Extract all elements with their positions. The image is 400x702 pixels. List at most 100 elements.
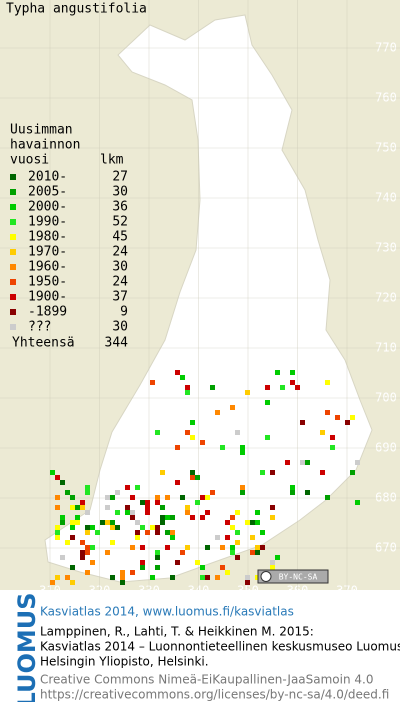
easting-label: 330 <box>138 584 160 598</box>
occurrence <box>80 540 85 545</box>
legend-header: Uusimman <box>10 123 73 138</box>
legend-label: 2000- <box>28 200 67 215</box>
occurrence <box>175 445 180 450</box>
occurrence <box>135 485 140 490</box>
occurrence <box>200 515 205 520</box>
occurrence <box>215 535 220 540</box>
occurrence <box>185 385 190 390</box>
occurrence <box>110 540 115 545</box>
grid: 770 760 750 740 730 720 710 700 690 680 670 310 320 3… <box>39 41 397 598</box>
occurrence <box>150 525 155 530</box>
occurrence <box>255 550 260 555</box>
occurrence <box>130 495 135 500</box>
occurrence <box>125 505 130 510</box>
legend-label: 1960- <box>28 260 67 275</box>
occurrence <box>185 390 190 395</box>
northing-label: 770 <box>375 41 397 55</box>
occurrence <box>260 545 265 550</box>
legend-swatch <box>10 279 16 285</box>
legend-swatch <box>10 294 16 300</box>
occurrence <box>335 415 340 420</box>
occurrence <box>130 570 135 575</box>
legend-count: 37 <box>112 290 128 305</box>
legend-count: 27 <box>112 170 128 185</box>
legend-swatch <box>10 234 16 240</box>
occurrence <box>175 480 180 485</box>
legend-label: 1990- <box>28 215 67 230</box>
occurrence <box>210 385 215 390</box>
license: Creative Commons Nimeä-EiKaupallinen-Jaa… <box>40 673 374 687</box>
legend-swatch <box>10 249 16 255</box>
link[interactable]: Kasviatlas 2014, www.luomus.fi/kasviatla… <box>40 605 294 619</box>
occurrence <box>105 520 110 525</box>
occurrence <box>305 460 310 465</box>
legend-total-label: Yhteensä <box>12 336 75 351</box>
occurrence <box>170 535 175 540</box>
occurrence <box>190 475 195 480</box>
occurrence <box>275 555 280 560</box>
occurrence <box>165 515 170 520</box>
legend-swatch <box>10 324 16 330</box>
citation: Helsingin Yliopisto, Helsinki. <box>40 655 209 669</box>
occurrence <box>65 540 70 545</box>
citation: Lamppinen, R., Lahti, T. & Heikkinen M. … <box>40 625 314 639</box>
occurrence <box>130 545 135 550</box>
occurrence <box>170 575 175 580</box>
occurrence <box>50 470 55 475</box>
occurrence <box>265 385 270 390</box>
occurrence <box>120 580 125 585</box>
legend-total: 344 <box>105 336 129 351</box>
occurrence <box>70 565 75 570</box>
occurrence <box>130 510 135 515</box>
occurrence <box>85 525 90 530</box>
occurrence <box>180 375 185 380</box>
legend-label: -1899 <box>28 305 67 320</box>
occurrence <box>225 570 230 575</box>
occurrence <box>165 530 170 535</box>
legend-label: 1970- <box>28 245 67 260</box>
legend-swatch <box>10 204 16 210</box>
occurrence <box>90 525 95 530</box>
occurrence <box>185 430 190 435</box>
legend-count: 30 <box>112 320 128 335</box>
occurrence <box>290 485 295 490</box>
occurrence <box>85 570 90 575</box>
occurrence <box>330 435 335 440</box>
occurrence <box>350 415 355 420</box>
occurrence <box>70 535 75 540</box>
occurrence <box>190 470 195 475</box>
legend-swatch <box>10 189 16 195</box>
badge-text: BY-NC-SA <box>279 573 318 582</box>
license[interactable]: https://creativecommons.org/licenses/by-… <box>40 688 389 702</box>
license-badge: BY-NC-SA <box>257 569 329 584</box>
northing-label: 760 <box>375 91 397 105</box>
occurrence <box>280 385 285 390</box>
legend-swatch <box>10 264 16 270</box>
occurrence <box>230 515 235 520</box>
occurrence <box>65 575 70 580</box>
occurrence <box>95 530 100 535</box>
occurrence <box>80 555 85 560</box>
occurrence <box>85 510 90 515</box>
occurrence <box>260 470 265 475</box>
occurrence <box>165 495 170 500</box>
legend-swatch <box>10 309 16 315</box>
occurrence <box>65 490 70 495</box>
occurrence <box>80 505 85 510</box>
occurrence <box>160 470 165 475</box>
northing-label: 680 <box>375 491 397 505</box>
northing-label: 750 <box>375 141 397 155</box>
occurrence <box>60 480 65 485</box>
occurrence <box>90 545 95 550</box>
occurrence <box>155 530 160 535</box>
occurrence <box>55 525 60 530</box>
occurrence <box>160 505 165 510</box>
occurrence <box>235 510 240 515</box>
legend-count: 45 <box>112 230 128 245</box>
occurrence <box>195 475 200 480</box>
occurrence <box>240 490 245 495</box>
occurrence <box>60 520 65 525</box>
occurrence <box>60 555 65 560</box>
occurrence <box>245 580 250 585</box>
